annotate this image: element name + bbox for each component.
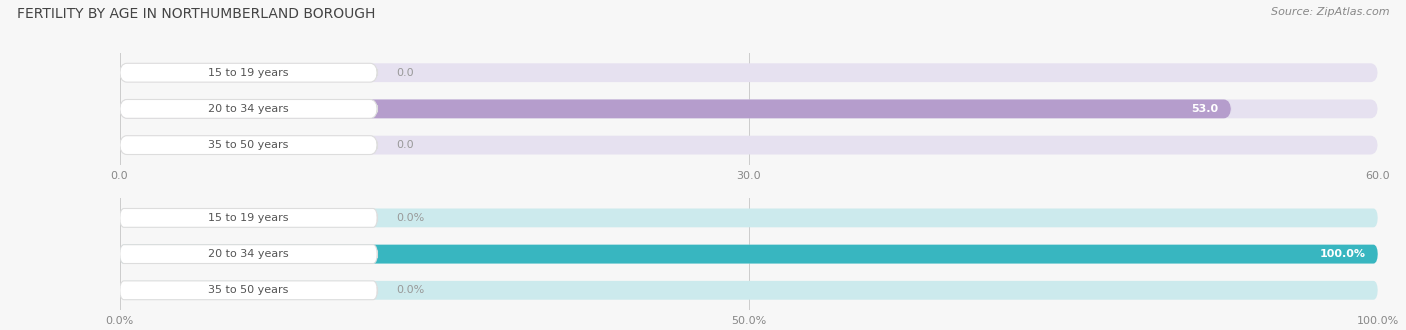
- Text: 53.0: 53.0: [1191, 104, 1219, 114]
- FancyBboxPatch shape: [120, 281, 377, 300]
- FancyBboxPatch shape: [120, 245, 1378, 264]
- Text: 0.0%: 0.0%: [396, 285, 425, 295]
- FancyBboxPatch shape: [120, 136, 1378, 154]
- Text: Source: ZipAtlas.com: Source: ZipAtlas.com: [1271, 7, 1389, 16]
- Text: 0.0%: 0.0%: [396, 213, 425, 223]
- FancyBboxPatch shape: [120, 63, 1378, 82]
- FancyBboxPatch shape: [120, 245, 377, 264]
- FancyBboxPatch shape: [120, 281, 1378, 300]
- FancyBboxPatch shape: [120, 245, 1378, 264]
- Text: 0.0: 0.0: [396, 140, 413, 150]
- Text: 20 to 34 years: 20 to 34 years: [208, 249, 288, 259]
- Text: 15 to 19 years: 15 to 19 years: [208, 213, 288, 223]
- FancyBboxPatch shape: [120, 136, 377, 154]
- Text: 20 to 34 years: 20 to 34 years: [208, 104, 288, 114]
- FancyBboxPatch shape: [120, 209, 1378, 227]
- Text: FERTILITY BY AGE IN NORTHUMBERLAND BOROUGH: FERTILITY BY AGE IN NORTHUMBERLAND BOROU…: [17, 7, 375, 20]
- FancyBboxPatch shape: [120, 209, 377, 227]
- Text: 15 to 19 years: 15 to 19 years: [208, 68, 288, 78]
- FancyBboxPatch shape: [120, 63, 377, 82]
- Text: 0.0: 0.0: [396, 68, 413, 78]
- Text: 35 to 50 years: 35 to 50 years: [208, 140, 288, 150]
- FancyBboxPatch shape: [120, 99, 1232, 118]
- Text: 100.0%: 100.0%: [1319, 249, 1365, 259]
- FancyBboxPatch shape: [120, 99, 377, 118]
- Text: 35 to 50 years: 35 to 50 years: [208, 285, 288, 295]
- FancyBboxPatch shape: [120, 99, 1378, 118]
